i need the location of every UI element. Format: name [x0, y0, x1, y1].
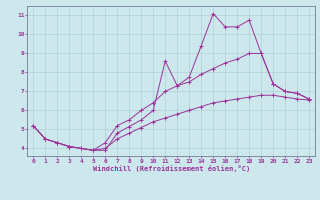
X-axis label: Windchill (Refroidissement éolien,°C): Windchill (Refroidissement éolien,°C) — [92, 165, 250, 172]
